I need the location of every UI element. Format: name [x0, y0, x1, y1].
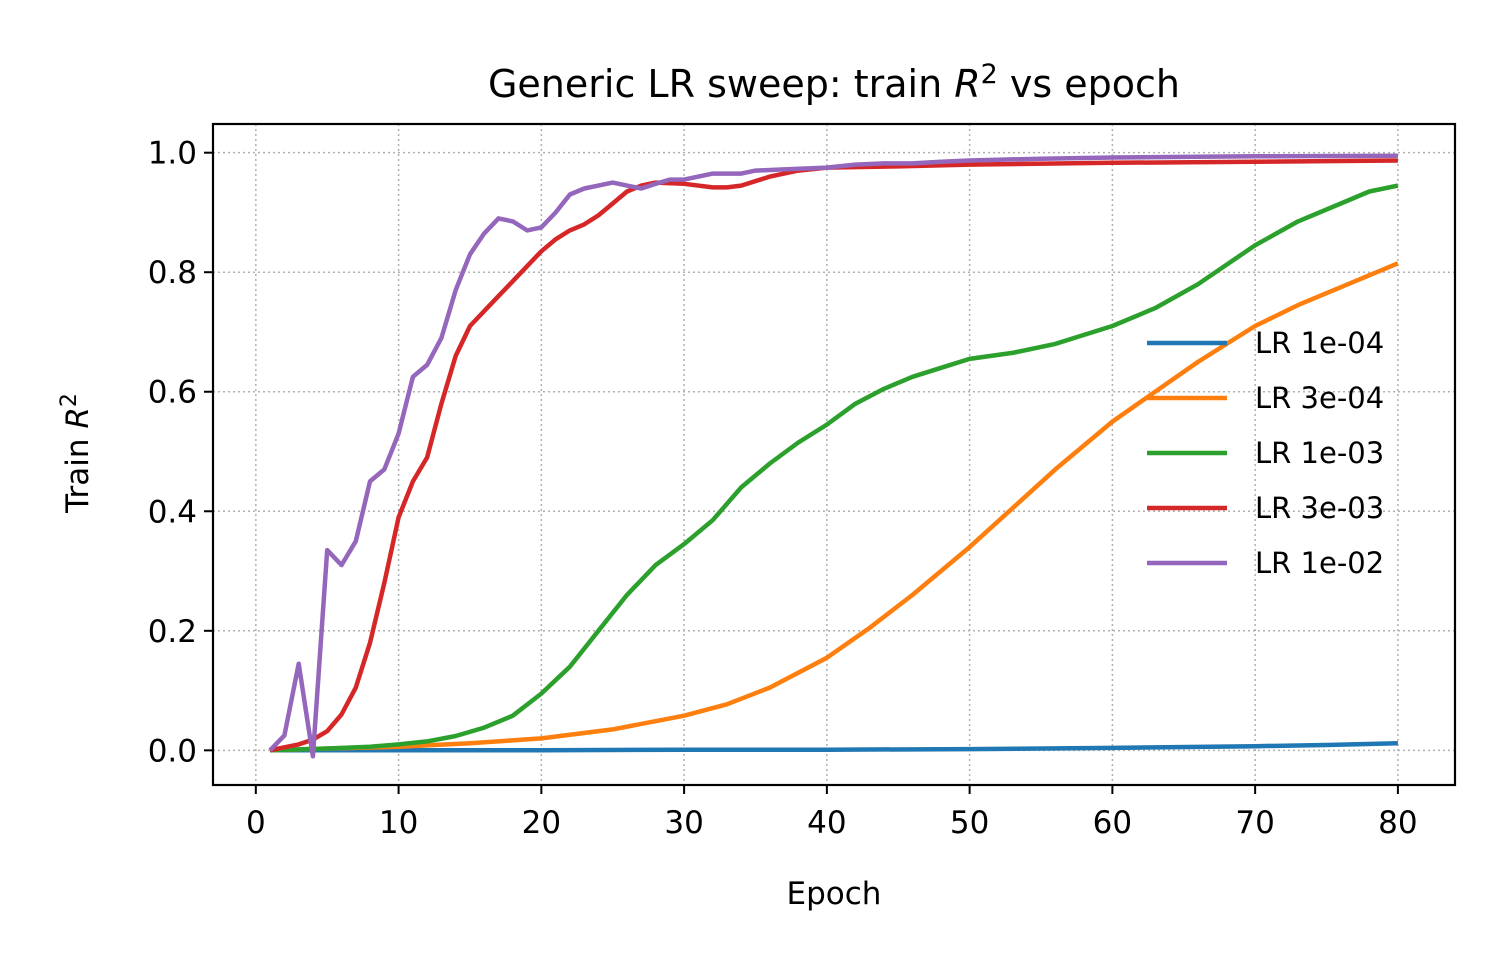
x-tick-label: 70	[1235, 805, 1274, 841]
y-tick-label: 0.2	[148, 614, 197, 650]
x-axis: 0 10 20 30 40 50 60 70 80	[246, 785, 1418, 841]
x-tick-label: 20	[522, 805, 561, 841]
plot-frame	[211, 122, 1457, 787]
legend-entry: LR 1e-02	[1147, 546, 1384, 580]
x-axis-label: Epoch	[787, 876, 882, 912]
series-lines	[268, 153, 1399, 759]
y-tick-label: 0.4	[148, 494, 197, 530]
legend-label: LR 1e-02	[1255, 546, 1384, 580]
x-tick-label: 10	[379, 805, 418, 841]
x-tick-label: 30	[664, 805, 703, 841]
series-line-lr-3e-03	[269, 158, 1398, 753]
x-tick-label: 50	[950, 805, 989, 841]
legend-entry: LR 3e-03	[1147, 491, 1384, 525]
y-axis-label: Train R2	[57, 393, 96, 514]
plot-area	[211, 122, 1457, 787]
legend-entry: LR 3e-04	[1147, 381, 1384, 415]
x-tick-label: 0	[246, 805, 266, 841]
y-tick-label: 0.6	[148, 375, 197, 411]
series-line-lr-1e-03	[270, 183, 1399, 753]
x-tick-label: 80	[1378, 805, 1417, 841]
x-tick-label: 40	[807, 805, 846, 841]
legend: LR 1e-04 LR 3e-04 LR 1e-03 LR 3e-03 LR 1e-02	[1147, 326, 1384, 580]
x-tick-label: 60	[1093, 805, 1132, 841]
legend-entry: LR 1e-04	[1147, 326, 1384, 360]
series-line-lr-1e-04	[270, 740, 1398, 753]
y-tick-label: 0.0	[148, 733, 197, 769]
legend-label: LR 1e-04	[1255, 326, 1384, 360]
legend-label: LR 3e-03	[1255, 491, 1384, 525]
y-tick-label: 1.0	[148, 136, 197, 172]
y-axis: 0.0 0.2 0.4 0.6 0.8 1.0	[148, 136, 213, 769]
legend-entry: LR 1e-03	[1147, 436, 1384, 470]
legend-label: LR 3e-04	[1255, 381, 1384, 415]
series-line-lr-1e-02	[268, 153, 1398, 759]
legend-label: LR 1e-03	[1255, 436, 1384, 470]
chart-title: Generic LR sweep: train R2 vs epoch	[488, 59, 1180, 106]
y-tick-label: 0.8	[148, 255, 197, 291]
